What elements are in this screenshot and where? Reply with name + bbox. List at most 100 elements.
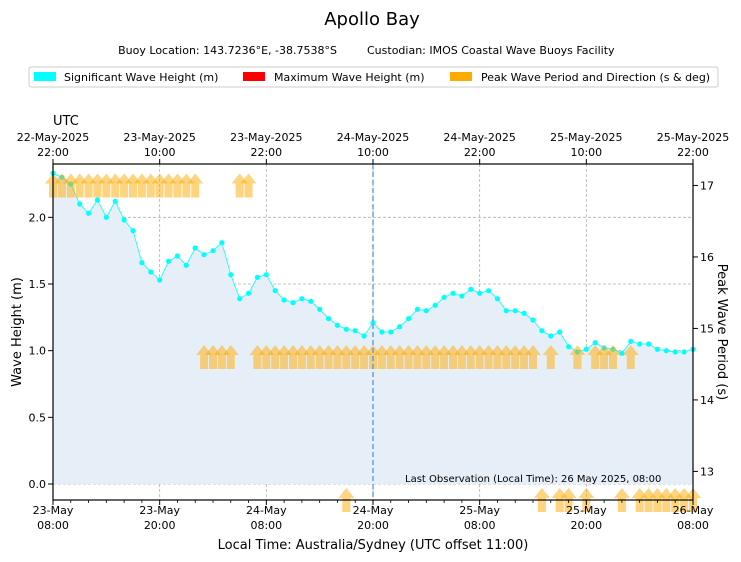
y-tick-label-0: 0.0 <box>29 478 47 491</box>
period-arrow-49 <box>480 345 497 370</box>
wave-height-point-49 <box>486 288 492 294</box>
y-tick-label-2: 1.0 <box>29 345 47 358</box>
period-arrow-48 <box>471 345 488 370</box>
period-arrow-34 <box>347 345 364 370</box>
y2-axis-label: Peak Wave Period (s) <box>714 264 729 400</box>
period-arrow-21 <box>213 345 230 370</box>
period-arrow-18 <box>240 173 257 198</box>
wave-height-point-33 <box>343 326 349 332</box>
period-arrow-41 <box>409 345 426 370</box>
x-tick-time-5: 20:00 <box>570 519 602 532</box>
period-arrow-35 <box>356 345 373 370</box>
period-arrow-20 <box>205 345 221 370</box>
x-tick-time-6: 08:00 <box>677 519 709 532</box>
period-arrow-3 <box>71 173 88 198</box>
period-arrow-47 <box>462 345 479 370</box>
wave-height-point-20 <box>228 272 234 278</box>
legend-swatch-1 <box>243 72 265 81</box>
period-arrow-51 <box>498 345 515 370</box>
period-arrow-29 <box>302 345 319 370</box>
wave-height-point-67 <box>646 341 652 347</box>
legend-swatch-2 <box>450 72 472 81</box>
legend: Significant Wave Height (m) Maximum Wave … <box>28 66 719 88</box>
wave-height-point-61 <box>592 340 598 346</box>
period-arrow-55 <box>542 345 559 370</box>
period-arrow-40 <box>400 345 417 370</box>
wave-height-point-27 <box>290 300 296 306</box>
wave-height-point-32 <box>334 322 340 328</box>
wave-height-point-30 <box>317 306 323 312</box>
wave-height-point-24 <box>263 272 269 278</box>
period-arrow-1 <box>53 173 70 198</box>
wave-height-point-40 <box>406 316 412 322</box>
wave-height-point-46 <box>459 293 465 299</box>
wave-height-point-65 <box>628 338 634 344</box>
x-tick-date-6: 26-May <box>673 504 714 517</box>
period-arrow-57 <box>587 345 604 370</box>
period-arrow-30 <box>311 345 328 370</box>
period-arrow-56 <box>569 345 586 370</box>
top-tick-date-3: 24-May-2025 <box>337 131 409 144</box>
top-tick-time-6: 22:00 <box>677 146 709 159</box>
period-arrow-42 <box>418 345 435 370</box>
period-arrow-28 <box>293 345 310 370</box>
wave-height-point-5 <box>94 197 100 203</box>
wave-height-point-28 <box>299 296 305 302</box>
period-arrow-38 <box>382 345 399 370</box>
top-tick-date-1: 23-May-2025 <box>123 131 195 144</box>
wave-height-point-57 <box>557 329 563 335</box>
top-tick-date-5: 25-May-2025 <box>550 131 622 144</box>
wave-height-point-55 <box>539 328 545 334</box>
wave-height-point-50 <box>494 296 500 302</box>
top-tick-date-2: 23-May-2025 <box>230 131 302 144</box>
wave-height-point-60 <box>583 346 589 352</box>
period-arrow-14 <box>169 173 186 198</box>
wave-height-point-34 <box>352 328 358 334</box>
top-tick-date-0: 22-May-2025 <box>17 131 89 144</box>
period-arrow-44 <box>436 345 453 370</box>
period-arrow-13 <box>160 173 177 198</box>
wave-height-point-8 <box>121 217 127 223</box>
wave-height-point-43 <box>432 302 438 308</box>
period-arrow-8 <box>116 173 133 198</box>
period-arrow-4 <box>80 173 97 198</box>
y2-tick-label-1: 14 <box>700 394 714 407</box>
wave-height-point-71 <box>681 349 687 355</box>
wave-height-point-31 <box>326 316 332 322</box>
wave-height-point-35 <box>361 333 367 339</box>
wave-height-point-26 <box>281 297 287 303</box>
wave-height-point-15 <box>183 262 189 268</box>
legend-label-0: Significant Wave Height (m) <box>64 71 218 84</box>
wave-height-point-22 <box>246 290 252 296</box>
period-arrow-24 <box>258 345 275 370</box>
period-arrow-27 <box>285 345 301 370</box>
legend-label-1: Maximum Wave Height (m) <box>274 71 425 84</box>
period-arrow-46 <box>453 345 470 370</box>
wave-height-point-14 <box>174 253 180 259</box>
wave-height-point-47 <box>468 286 474 292</box>
top-tick-date-4: 24-May-2025 <box>443 131 515 144</box>
period-arrow-15 <box>178 173 195 198</box>
period-arrow-11 <box>142 173 159 198</box>
x-tick-date-1: 23-May <box>139 504 180 517</box>
period-arrow-32 <box>329 345 346 370</box>
wave-height-point-6 <box>103 214 109 220</box>
period-arrow-7 <box>107 173 124 198</box>
top-tick-date-6: 25-May-2025 <box>657 131 729 144</box>
period-arrow-23 <box>249 345 266 370</box>
wave-height-point-66 <box>637 341 643 347</box>
wave-height-point-58 <box>566 344 572 350</box>
wave-height-point-7 <box>112 198 118 204</box>
wave-height-point-10 <box>139 260 145 266</box>
period-arrow-58 <box>596 345 613 370</box>
period-arrow-9 <box>125 173 141 198</box>
period-arrow-6 <box>98 173 115 198</box>
custodian: Custodian: IMOS Coastal Wave Buoys Facil… <box>367 44 615 57</box>
wave-height-point-3 <box>77 201 83 207</box>
wave-height-point-41 <box>414 306 420 312</box>
wave-height-point-51 <box>503 308 509 314</box>
wave-height-point-45 <box>450 290 456 296</box>
legend-label-2: Peak Wave Period and Direction (s & deg) <box>481 71 710 84</box>
period-arrow-54 <box>525 345 541 370</box>
